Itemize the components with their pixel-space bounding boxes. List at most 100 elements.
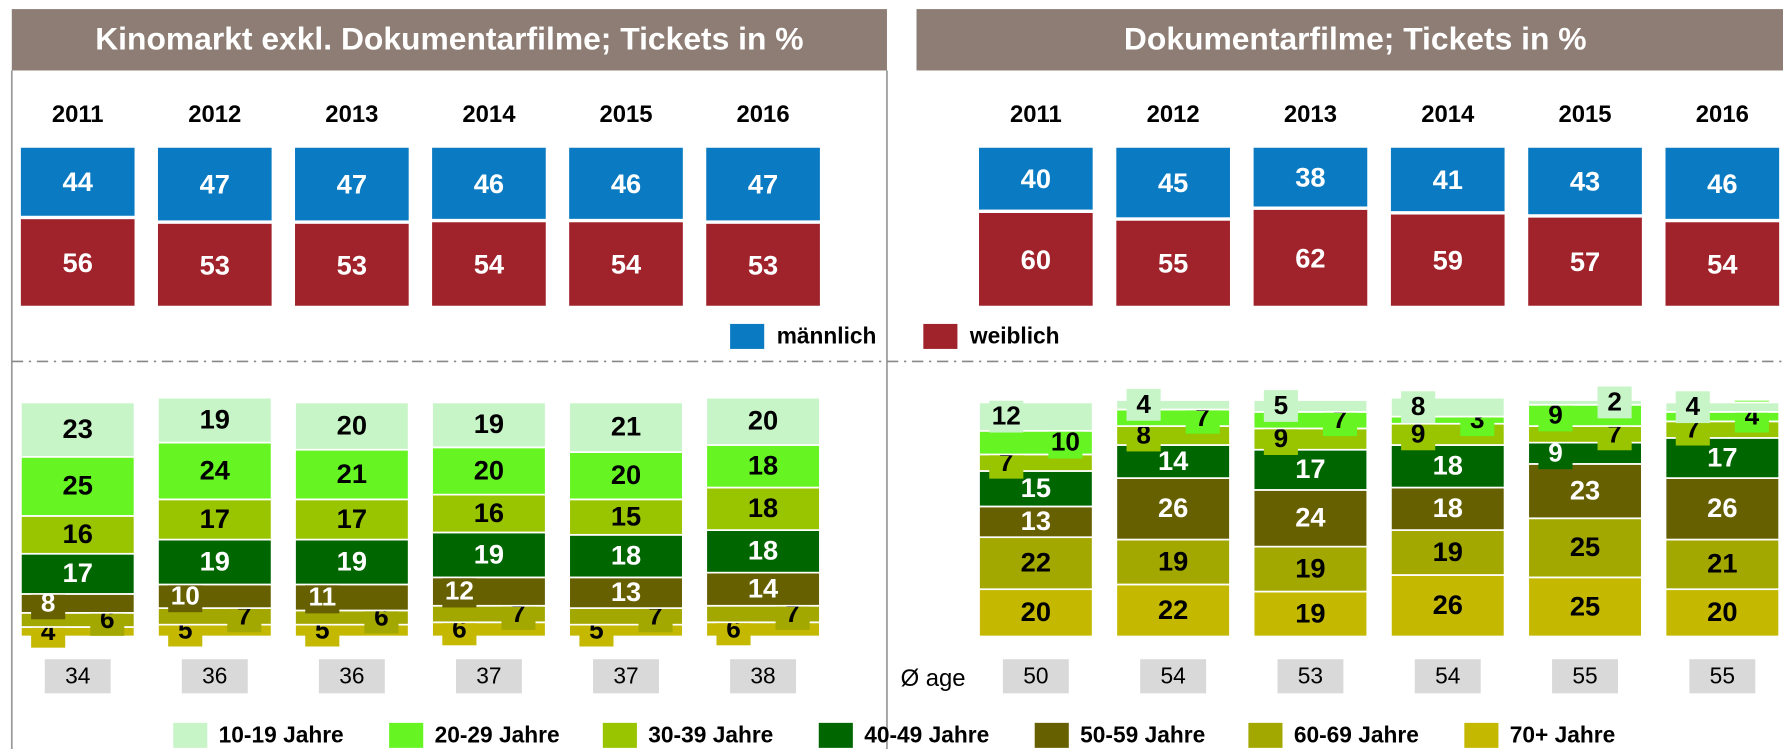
- gender-bar: [1665, 147, 1780, 219]
- avg-age-label: Ø age: [901, 665, 966, 692]
- age-label-box: [989, 400, 1024, 433]
- gender-bar: [20, 147, 135, 216]
- gender-bar: [295, 223, 409, 306]
- gender-value: 54: [611, 248, 642, 279]
- age-value: 18: [1433, 450, 1463, 481]
- avg-age-value: 55: [1572, 662, 1597, 688]
- gender-bar: [1253, 147, 1368, 207]
- avg-age-box: [730, 659, 797, 694]
- legend-label: 30-39 Jahre: [648, 721, 773, 747]
- age-value: 25: [63, 470, 93, 501]
- legend-swatch: [923, 323, 958, 349]
- age-bar: [294, 448, 410, 501]
- title-bar: [11, 9, 887, 71]
- age-value: 17: [1707, 441, 1737, 472]
- age-bar: [705, 396, 821, 446]
- year-label: 2013: [325, 101, 378, 128]
- age-value: 26: [1433, 589, 1463, 620]
- age-value: 9: [1548, 399, 1563, 429]
- avg-age-box: [1002, 659, 1069, 694]
- age-value: 8: [1136, 420, 1151, 450]
- age-label-box: [1048, 426, 1083, 459]
- gender-bar: [569, 147, 683, 219]
- age-bar: [431, 401, 547, 449]
- gender-bar: [706, 223, 820, 306]
- gender-bar: [432, 147, 546, 219]
- age-bar: [705, 486, 821, 531]
- panel-title: Dokumentarfilme; Tickets in %: [1124, 20, 1587, 56]
- legend-label: 20-29 Jahre: [435, 721, 560, 747]
- gender-bar: [1665, 222, 1780, 306]
- age-bar: [1252, 448, 1369, 491]
- avg-age-value: 38: [750, 662, 775, 688]
- age-value: 16: [474, 497, 504, 528]
- title-bar: [916, 9, 1783, 71]
- age-value: 15: [1021, 472, 1051, 503]
- legend-swatch: [818, 722, 853, 748]
- age-value: 19: [200, 545, 230, 576]
- gender-bar: [706, 147, 820, 221]
- age-value: 13: [1021, 505, 1051, 536]
- age-bar: [157, 441, 273, 501]
- legend-label: weiblich: [969, 323, 1060, 349]
- age-value: 19: [1158, 545, 1188, 576]
- age-bar: [1252, 545, 1369, 593]
- age-bar: [568, 533, 684, 579]
- age-value: 19: [474, 538, 504, 569]
- age-value: 12: [445, 576, 474, 606]
- age-bar: [1252, 399, 1369, 413]
- age-bar: [157, 396, 273, 444]
- age-bar: [157, 538, 273, 586]
- age-value: 18: [748, 492, 778, 523]
- avg-age-box: [455, 659, 522, 694]
- legend-label: 60-69 Jahre: [1294, 721, 1419, 747]
- age-value: 20: [474, 454, 504, 485]
- age-value: 20: [611, 459, 641, 490]
- legend-label: 10-19 Jahre: [219, 721, 344, 747]
- age-value: 20: [337, 409, 367, 440]
- gender-bar: [157, 223, 272, 306]
- avg-age-value: 34: [65, 662, 90, 688]
- age-bar: [431, 446, 547, 496]
- age-bar: [705, 571, 821, 607]
- gender-value: 38: [1295, 162, 1325, 193]
- gender-value: 59: [1433, 245, 1463, 276]
- age-label-box: [442, 575, 477, 608]
- age-value: 17: [63, 557, 93, 588]
- avg-age-value: 36: [339, 662, 364, 688]
- avg-age-box: [1140, 659, 1207, 694]
- gender-value: 60: [1021, 244, 1051, 275]
- age-bar: [294, 538, 410, 586]
- age-value: 18: [611, 539, 641, 570]
- year-label: 2013: [1284, 101, 1337, 128]
- age-bar: [1390, 486, 1506, 531]
- gender-bar: [569, 222, 683, 306]
- gender-value: 46: [611, 168, 641, 199]
- avg-age-value: 36: [202, 662, 227, 688]
- age-bar: [1115, 399, 1231, 411]
- age-bar: [1115, 538, 1231, 586]
- age-value: 21: [1707, 548, 1737, 579]
- age-bar: [1664, 401, 1781, 413]
- age-bar: [1527, 399, 1643, 406]
- age-value: 19: [1295, 552, 1325, 583]
- age-bar: [20, 515, 136, 555]
- age-value: 4: [1136, 389, 1151, 419]
- gender-value: 40: [1021, 163, 1051, 194]
- year-label: 2015: [1558, 101, 1611, 128]
- legend-swatch: [389, 722, 424, 748]
- year-label: 2016: [737, 101, 790, 128]
- year-label: 2014: [1421, 101, 1475, 128]
- age-value: 2: [1607, 386, 1622, 416]
- avg-age-box: [1689, 659, 1756, 694]
- avg-age-value: 55: [1710, 662, 1735, 688]
- avg-age-box: [181, 659, 248, 694]
- age-value: 14: [1158, 445, 1189, 476]
- age-value: 17: [200, 503, 230, 534]
- gender-bar: [1528, 147, 1642, 215]
- age-value: 8: [41, 587, 56, 617]
- age-bar: [1390, 574, 1506, 638]
- gender-bar: [1253, 209, 1368, 306]
- age-value: 19: [200, 404, 230, 435]
- age-bar: [1390, 529, 1506, 576]
